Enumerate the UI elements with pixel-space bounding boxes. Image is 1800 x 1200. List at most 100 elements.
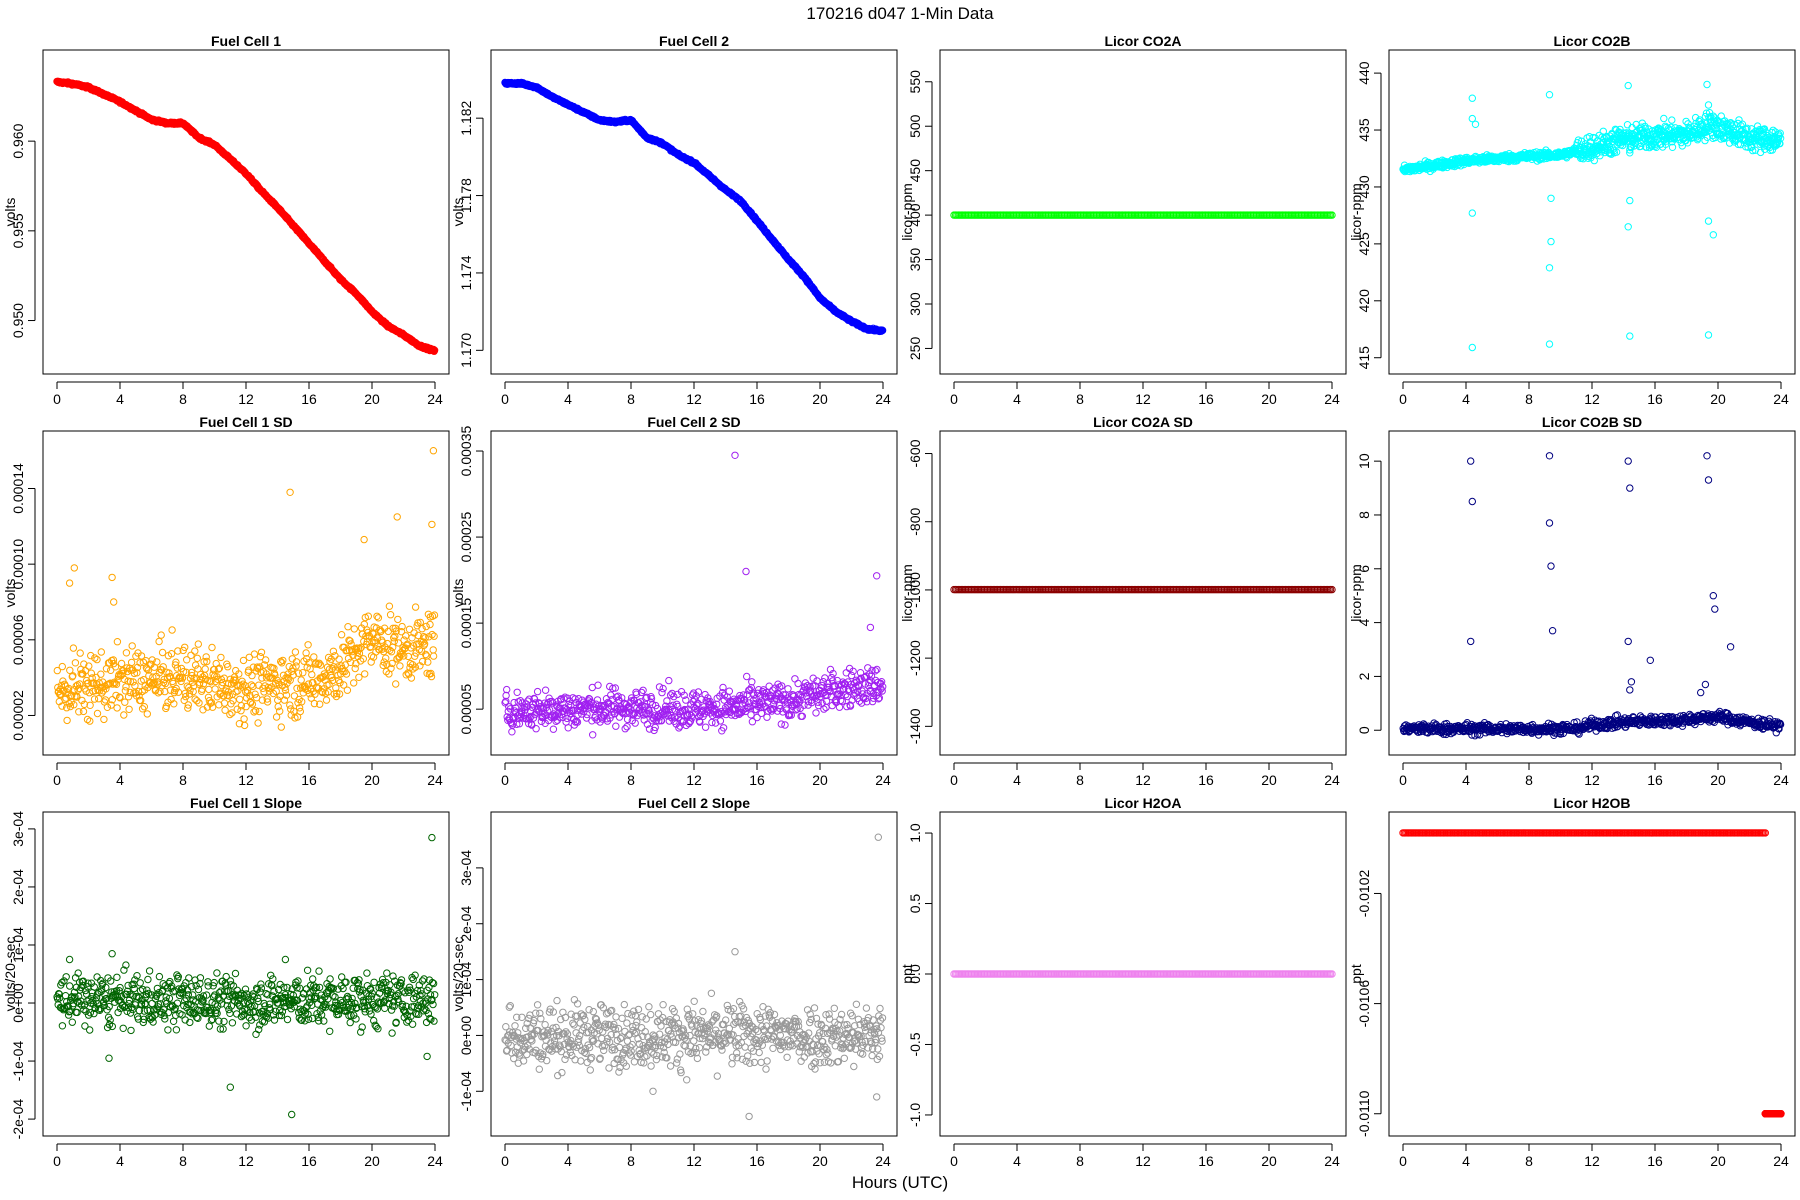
data-point	[866, 623, 875, 632]
data-point	[153, 658, 161, 666]
data-point	[304, 641, 312, 649]
x-tick-label: 16	[749, 772, 765, 788]
y-tick-label: 350	[907, 248, 923, 272]
data-point	[1704, 101, 1713, 109]
data-point	[388, 659, 396, 668]
data-point	[698, 707, 707, 716]
data-point	[1585, 133, 1594, 141]
data-point	[294, 699, 302, 707]
data-point	[379, 661, 387, 670]
data-point	[150, 678, 158, 687]
data-point	[505, 703, 513, 711]
data-point	[794, 679, 802, 688]
chart-title: Licor CO2A SD	[1093, 414, 1193, 430]
data-point	[286, 488, 294, 496]
data-points	[53, 447, 439, 731]
data-point	[819, 678, 827, 686]
data-point	[536, 700, 544, 708]
y-tick-label: 500	[907, 114, 923, 138]
data-point	[335, 690, 344, 698]
chart-panel-fc2sd: Fuel Cell 2 SD0 4 8 12 16 20 240.000050.000150…	[450, 414, 898, 788]
data-points	[53, 77, 439, 355]
data-point	[665, 676, 673, 685]
data-point	[826, 665, 835, 674]
data-point	[217, 653, 225, 662]
data-point	[84, 679, 92, 687]
x-tick-label: 16	[301, 772, 317, 788]
data-point	[90, 695, 99, 703]
data-point	[755, 686, 763, 694]
data-point	[637, 688, 646, 697]
y-axis-label: licor-ppm	[1348, 183, 1364, 241]
data-point	[1683, 139, 1692, 147]
data-point	[392, 627, 400, 635]
data-point	[764, 707, 772, 715]
data-point	[739, 691, 748, 699]
data-point	[193, 697, 201, 705]
data-point	[215, 664, 224, 672]
data-point	[251, 690, 259, 698]
data-point	[125, 705, 133, 713]
data-point	[274, 702, 282, 711]
plot-frame	[42, 430, 450, 756]
data-point	[573, 718, 582, 726]
data-point	[429, 447, 438, 455]
data-point	[1660, 114, 1668, 123]
data-point	[571, 695, 579, 703]
data-point	[1468, 94, 1477, 102]
data-point	[1738, 120, 1747, 128]
data-point	[124, 693, 133, 701]
data-point	[398, 622, 406, 631]
data-point	[282, 691, 291, 699]
y-tick-label: 420	[1356, 289, 1372, 313]
data-point	[117, 659, 126, 668]
data-point	[324, 688, 332, 696]
data-point	[235, 720, 244, 728]
data-point	[311, 690, 319, 698]
data-point	[292, 658, 301, 666]
data-point	[1709, 112, 1718, 120]
data-point	[272, 713, 281, 721]
data-point	[1668, 138, 1676, 146]
y-tick-label: 0.00002	[10, 690, 26, 741]
data-point	[680, 691, 688, 699]
data-point	[625, 704, 633, 712]
data-point	[350, 625, 358, 633]
data-point	[162, 702, 171, 710]
data-point	[747, 711, 755, 719]
data-point	[76, 649, 84, 657]
x-tick-label: 8	[179, 391, 187, 407]
data-point	[359, 655, 367, 663]
data-point	[228, 709, 236, 717]
data-point	[415, 645, 424, 654]
data-point	[1547, 194, 1555, 203]
data-point	[752, 706, 761, 714]
data-point	[101, 696, 110, 704]
data-point	[1468, 209, 1477, 217]
x-tick-label: 8	[179, 772, 187, 788]
plot-frame	[939, 430, 1347, 756]
plot-frame	[490, 430, 898, 756]
data-point	[133, 669, 141, 677]
data-point	[155, 637, 163, 646]
data-point	[399, 646, 407, 655]
data-point	[69, 672, 77, 680]
data-point	[240, 721, 249, 730]
data-point	[700, 706, 708, 714]
data-point	[692, 692, 700, 700]
y-tick-label: 425	[1356, 232, 1372, 256]
chart-title: Fuel Cell 2 SD	[647, 414, 740, 430]
data-point	[847, 671, 856, 680]
data-point	[618, 708, 626, 717]
data-point	[868, 666, 876, 675]
data-point	[263, 695, 271, 703]
data-point	[364, 612, 372, 620]
data-point	[70, 564, 79, 572]
data-point	[430, 346, 439, 354]
y-tick-label: -800	[907, 508, 923, 536]
data-point	[820, 705, 828, 713]
data-point	[879, 683, 887, 691]
data-point	[1641, 124, 1650, 133]
data-point	[350, 679, 358, 687]
data-point	[1776, 129, 1784, 137]
